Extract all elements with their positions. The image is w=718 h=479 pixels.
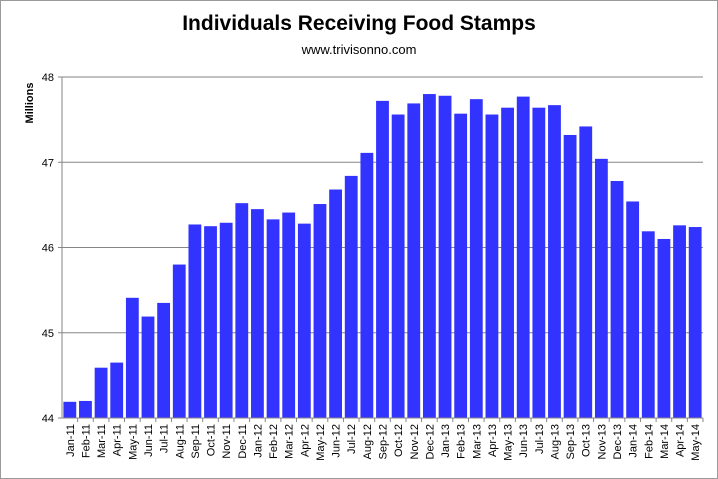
bar-mar-12 [282,212,296,418]
bar-nov-11 [219,222,233,418]
bar-feb-13 [454,113,468,418]
x-tick-label: May-12 [315,424,327,461]
bar-sep-12 [376,100,389,419]
y-tick-labels: 44 45 46 47 48 [42,72,54,425]
bar-jan-13 [438,95,452,418]
x-tick-label: Sep-13 [565,424,577,459]
x-tick-label: Feb-12 [268,424,280,459]
bar-sep-11 [188,224,202,418]
x-tick-label: Aug-11 [174,424,186,459]
x-tick-label: Dec-11 [237,424,249,459]
x-tick-label: Dec-12 [424,424,436,459]
x-tick-label: Nov-13 [596,424,608,459]
bar-mar-13 [469,99,483,418]
bar-dec-13 [610,181,624,418]
bar-jul-11 [157,302,171,418]
bar-jul-13 [532,107,546,418]
bar-oct-12 [391,114,405,418]
x-tick-label: Mar-13 [471,424,483,459]
x-tick-label: Mar-14 [659,424,671,459]
x-tick-label: Jan-13 [440,424,452,458]
bar-jul-12 [344,175,358,418]
x-tick-label: Jul-13 [534,424,546,454]
x-tick-label: Feb-14 [643,424,655,459]
bar-jun-12 [329,189,343,418]
bar-apr-12 [297,223,311,418]
bar-apr-14 [673,225,686,418]
x-tick-label: Mar-11 [96,424,108,458]
y-tick-label: 44 [42,413,54,425]
x-tick-label: Aug-13 [549,424,561,459]
x-tick-label: Feb-13 [456,424,468,459]
chart-title: Individuals Receiving Food Stamps [182,12,536,35]
bar-nov-12 [407,103,421,419]
bar-jun-11 [141,316,155,418]
bar-oct-13 [579,126,593,418]
bar-feb-11 [79,400,92,418]
y-tick-label: 46 [42,243,54,255]
x-tick-label: Jan-14 [628,424,640,458]
bar-oct-11 [204,226,217,418]
x-tick-label: Mar-12 [284,424,296,459]
bar-feb-12 [266,219,280,418]
x-tick-label: Apr-14 [675,424,687,457]
x-tick-label: Nov-12 [409,424,421,459]
bar-mar-11 [94,367,108,418]
x-tick-label: Oct-11 [206,424,218,456]
x-tick-label: Oct-12 [393,424,405,457]
x-tick-label: Jun-11 [143,424,155,457]
bar-nov-13 [594,158,608,418]
bar-aug-12 [360,152,374,418]
x-tick-label: Apr-12 [299,424,311,457]
x-tick-label: Aug-12 [362,424,374,459]
y-tick-label: 47 [42,157,54,169]
x-tick-label: Jul-12 [346,424,358,454]
x-tick-label: Jan-12 [252,424,264,458]
bar-jan-11 [63,401,77,418]
x-tick-label: Feb-11 [80,424,92,458]
chart-subtitle: www.trivisonno.com [301,42,417,57]
bar-sep-13 [563,134,577,418]
x-tick-label: Sep-11 [190,424,202,459]
x-tick-label: Sep-12 [378,424,390,459]
y-axis-label: Millions [24,83,36,124]
bar-aug-13 [548,105,561,418]
bar-mar-14 [657,238,671,418]
x-tick-label: Nov-11 [221,424,233,459]
bar-dec-11 [235,203,249,418]
bar-jan-12 [251,209,264,418]
y-tick-label: 48 [42,72,54,84]
x-tick-label: Jun-12 [331,424,343,458]
x-tick-label: Oct-13 [581,424,593,457]
bar-jan-14 [626,201,640,418]
bar-may-11 [125,297,139,418]
y-tick-label: 45 [42,328,54,340]
x-tick-label: Apr-11 [112,424,124,456]
bar-dec-12 [422,94,436,419]
bar-may-13 [501,107,514,418]
bar-jun-13 [516,96,530,419]
bar-may-14 [688,227,702,418]
bars [63,94,702,419]
bar-apr-13 [485,114,499,418]
bar-may-12 [313,204,327,418]
x-tick-label: May-13 [503,424,515,461]
x-tick-labels: Jan-11 Feb-11 Mar-11 Apr-11 May-11 Jun-11 Jul-… [65,418,704,461]
x-tick-label: Jan-11 [65,424,77,457]
x-tick-label: May-14 [690,424,702,461]
x-tick-label: Jul-11 [159,424,171,453]
x-tick-label: Dec-13 [612,424,624,459]
bar-aug-11 [172,264,186,418]
axes [61,77,703,419]
x-tick-label: May-11 [127,424,139,460]
x-tick-label: Jun-13 [518,424,530,458]
bar-feb-14 [641,231,655,418]
x-tick-label: Apr-13 [487,424,499,457]
bar-apr-11 [110,362,124,418]
